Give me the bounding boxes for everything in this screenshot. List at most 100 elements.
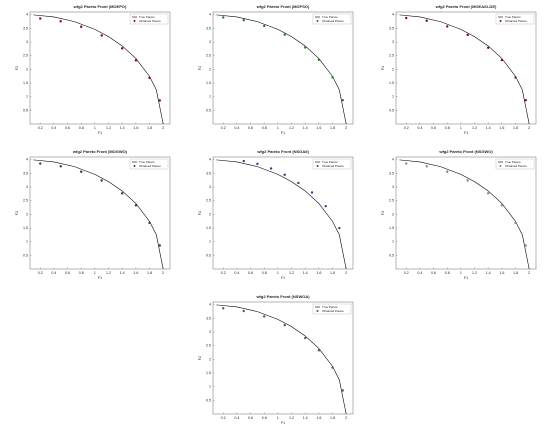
legend-box xyxy=(312,158,352,170)
obtained-point xyxy=(514,76,517,79)
legend-box xyxy=(312,13,352,25)
plot-area xyxy=(29,156,171,270)
y-axis-label: F2 xyxy=(198,356,202,360)
legend-swatch xyxy=(133,165,136,167)
x-tick-label: 1.2 xyxy=(106,271,111,275)
y-tick-label: 3 xyxy=(392,40,394,44)
x-axis-label: F1 xyxy=(98,276,102,280)
chart-panel: 0.2 0.4 0.6 0.8 1 1.2 1.4 1.6 1.8 2 0.5 1 1.5 2 2.5 3 3.… xyxy=(15,4,171,135)
true-front-line xyxy=(399,14,530,125)
obtained-point xyxy=(148,221,151,225)
y-tick-label: 2 xyxy=(392,67,394,71)
legend-label: Obtained Pareto xyxy=(322,19,344,23)
legend-box xyxy=(129,13,169,25)
chart-panel: 0.2 0.4 0.6 0.8 1 1.2 1.4 1.6 1.8 2 0.5 1 1.5 2 2.5 3 3.… xyxy=(381,149,537,280)
legend-box xyxy=(312,303,352,315)
x-tick-label: 1 xyxy=(460,126,462,130)
x-tick-label: 1.6 xyxy=(499,126,504,130)
y-axis-label: F2 xyxy=(198,211,202,215)
obtained-point xyxy=(524,99,527,102)
chart-panel: 0.2 0.4 0.6 0.8 1 1.2 1.4 1.6 1.8 2 0.5 1 1.5 2 2.5 3 3.… xyxy=(198,294,354,424)
obtained-point xyxy=(134,204,138,207)
obtained-point xyxy=(310,191,314,194)
y-tick-label: 1.5 xyxy=(23,226,28,230)
legend-label: True Pareto xyxy=(322,305,338,309)
x-tick-label: 2 xyxy=(162,126,164,130)
obtained-point xyxy=(158,244,161,247)
legend-swatch xyxy=(316,165,319,167)
y-axis-label: F2 xyxy=(198,66,202,70)
x-tick-label: 1 xyxy=(277,126,279,130)
x-tick-label: 1.4 xyxy=(303,271,308,275)
x-tick-label: 0.8 xyxy=(79,126,84,130)
chart-title: wfg2 Pareto Front (MOEA/D-DE) xyxy=(435,4,497,9)
y-tick-label: 1 xyxy=(209,385,211,389)
chart-title: wfg2 Pareto Front (MOEPO) xyxy=(73,4,127,9)
obtained-point xyxy=(148,76,151,80)
obtained-point xyxy=(338,226,341,230)
obtained-point xyxy=(446,170,449,173)
y-tick-label: 2.5 xyxy=(23,199,28,203)
y-tick-label: 2.5 xyxy=(206,344,211,348)
true-front-line xyxy=(216,304,347,415)
y-tick-label: 3 xyxy=(26,185,28,189)
y-tick-label: 4 xyxy=(209,303,211,307)
obtained-point xyxy=(303,46,307,49)
x-axis-label: F1 xyxy=(281,276,285,280)
chart-title: wfg2 Pareto Front (NSGWO) xyxy=(438,149,493,154)
legend-label: Obtained Pareto xyxy=(322,309,344,313)
x-tick-label: 1.6 xyxy=(316,126,321,130)
obtained-point xyxy=(222,307,225,310)
x-tick-label: 1 xyxy=(277,416,279,420)
obtained-point xyxy=(486,46,490,49)
y-tick-label: 2 xyxy=(209,357,211,361)
y-tick-label: 3.5 xyxy=(389,171,394,175)
legend-label: True Pareto xyxy=(505,15,521,19)
y-tick-label: 2.5 xyxy=(389,199,394,203)
obtained-point xyxy=(242,18,245,22)
legend-label: Obtained Pareto xyxy=(505,164,527,168)
y-tick-label: 3.5 xyxy=(206,316,211,320)
y-tick-label: 1 xyxy=(392,240,394,244)
x-tick-label: 1.4 xyxy=(303,126,308,130)
plot-area xyxy=(212,11,354,125)
x-tick-label: 1.2 xyxy=(289,271,294,275)
y-axis-label: F2 xyxy=(15,211,19,215)
obtained-point xyxy=(466,179,469,182)
x-axis-label: F1 xyxy=(98,131,102,135)
obtained-point xyxy=(500,58,504,62)
y-tick-label: 3 xyxy=(209,330,211,334)
y-tick-label: 3.5 xyxy=(23,26,28,30)
y-tick-label: 3.5 xyxy=(206,26,211,30)
obtained-point xyxy=(283,173,286,176)
y-tick-label: 0.5 xyxy=(206,108,211,112)
legend-swatch xyxy=(499,165,502,167)
obtained-point xyxy=(446,25,449,28)
x-tick-label: 1.6 xyxy=(316,271,321,275)
y-tick-label: 3 xyxy=(209,40,211,44)
plot-area xyxy=(395,11,537,125)
y-tick-label: 1 xyxy=(209,95,211,99)
y-tick-label: 0.5 xyxy=(23,108,28,112)
y-tick-label: 0.5 xyxy=(389,253,394,257)
x-tick-label: 1.8 xyxy=(147,271,152,275)
chart-title: wfg2 Pareto Front (NSWOA) xyxy=(255,294,310,299)
y-tick-label: 0.5 xyxy=(23,253,28,257)
y-tick-label: 4 xyxy=(209,158,211,162)
chart-panel: 0.2 0.4 0.6 0.8 1 1.2 1.4 1.6 1.8 2 0.5 1 1.5 2 2.5 3 3.… xyxy=(198,149,354,280)
obtained-point xyxy=(256,162,259,166)
y-tick-label: 2 xyxy=(26,67,28,71)
x-tick-label: 1.6 xyxy=(133,126,138,130)
chart-panel: 0.2 0.4 0.6 0.8 1 1.2 1.4 1.6 1.8 2 0.5 1 1.5 2 2.5 3 3.… xyxy=(198,4,354,135)
x-tick-label: 1.6 xyxy=(499,271,504,275)
x-tick-label: 0.8 xyxy=(445,126,450,130)
obtained-point xyxy=(120,192,124,195)
y-tick-label: 1.5 xyxy=(23,81,28,85)
x-tick-label: 1 xyxy=(460,271,462,275)
obtained-point xyxy=(39,17,42,20)
obtained-point xyxy=(283,33,286,36)
y-tick-label: 3.5 xyxy=(206,171,211,175)
obtained-point xyxy=(405,162,408,165)
y-tick-label: 1.5 xyxy=(206,81,211,85)
x-tick-label: 0.8 xyxy=(79,271,84,275)
